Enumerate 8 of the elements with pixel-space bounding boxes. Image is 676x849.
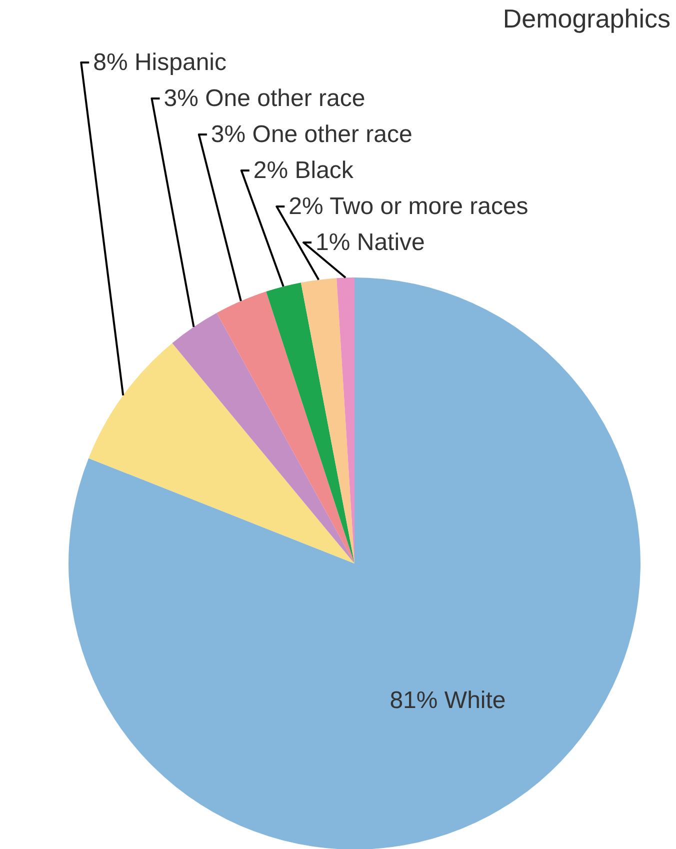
chart-title: Demographics: [502, 4, 671, 34]
slice-label: 1% Native: [316, 229, 425, 256]
slice-label: 3% One other race: [164, 85, 366, 112]
slice-label: 2% Two or more races: [288, 193, 528, 220]
slice-label: 3% One other race: [210, 121, 412, 148]
slice-label: 2% Black: [253, 157, 354, 184]
slice-label: 8% Hispanic: [93, 49, 227, 76]
slice-label: 81% White: [390, 687, 506, 714]
